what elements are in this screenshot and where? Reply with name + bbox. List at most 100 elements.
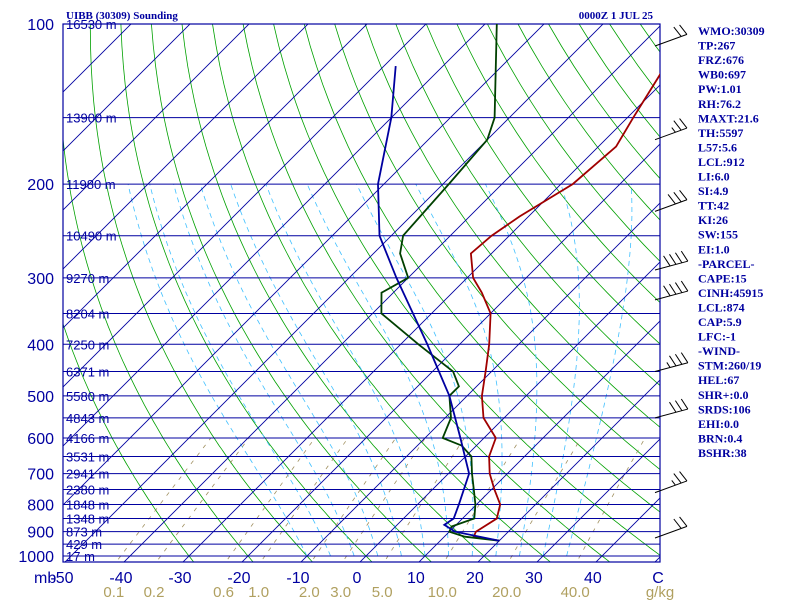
dry-adiabat [425, 24, 660, 345]
wind-barb-flag [674, 353, 683, 365]
mixing-ratio-unit-label: g/kg [646, 584, 674, 600]
wind-barb [654, 189, 688, 212]
temperature-tick-label: -10 [286, 570, 309, 587]
wind-barb-flag [679, 118, 688, 129]
mixing-ratio-line [342, 437, 426, 562]
altitude-label: 13900 m [66, 111, 117, 126]
dry-adiabat [456, 24, 660, 304]
wind-barb [654, 352, 689, 372]
wind-barb-flag [679, 189, 688, 201]
wind-barb-flag [680, 398, 689, 410]
pressure-tick-label: 100 [27, 17, 54, 34]
wind-barb [654, 250, 689, 271]
series-group [377, 24, 660, 542]
mixing-ratio-tick-label: 1.0 [248, 584, 269, 600]
mixing-ratio-tick-label: 0.6 [213, 584, 234, 600]
wind-barb-flag [680, 352, 689, 363]
altitude-label: 17 m [66, 549, 95, 564]
altitude-label: 10490 m [66, 229, 117, 244]
station-title: UIBB (30309) Sounding [66, 10, 178, 22]
sounding-index: SI:4.9 [698, 184, 728, 198]
dry-adiabat [212, 24, 551, 562]
wind-barb-staff [654, 408, 688, 419]
altitude-label: 16530 m [66, 17, 117, 32]
dry-adiabat [762, 24, 800, 567]
dry-adiabat [63, 134, 254, 562]
sounding-index: RH:76.2 [698, 97, 741, 111]
mixing-ratio-tick-label: 0.2 [144, 584, 165, 600]
mixing-ratio-line [225, 437, 316, 562]
wind-barb-flag [669, 254, 677, 265]
temperature-tick-label: 40 [584, 570, 602, 587]
dry-adiabat [395, 24, 660, 386]
moist-adiabat [230, 183, 402, 557]
pressure-tick-label: 200 [27, 177, 54, 194]
pressure-tick-label: 300 [27, 271, 54, 288]
temperature-tick-label: -50 [50, 570, 73, 587]
sounding-index: WB0:697 [698, 68, 746, 82]
isotherm [359, 261, 660, 562]
dry-adiabat [793, 24, 800, 567]
altitude-label: 8204 m [66, 306, 109, 321]
grid-layer [62, 23, 800, 567]
altitude-label: 3531 m [66, 449, 109, 464]
isotherm [123, 25, 660, 562]
parcel-line [377, 66, 500, 542]
series-layer [377, 24, 660, 542]
pressure-tick-label: 700 [27, 467, 54, 484]
altitude-label: 2941 m [66, 467, 109, 482]
sounding-index: FRZ:676 [698, 53, 744, 67]
moist-adiabat [265, 183, 426, 557]
sounding-index: BSHR:38 [698, 446, 747, 460]
mixing-ratio-line [383, 437, 465, 562]
plot-frame [62, 23, 661, 563]
sounding-index: LI:6.0 [698, 170, 730, 184]
altitude-label: 9270 m [66, 271, 109, 286]
moist-adiabat [199, 183, 379, 557]
altitude-label: 2380 m [66, 483, 109, 498]
wind-barb-staff [654, 127, 688, 141]
temperature-line [469, 72, 660, 542]
temperature-tick-label: 0 [352, 570, 361, 587]
wind-barb [654, 280, 689, 301]
mixing-ratio-tick-label: 3.0 [330, 584, 351, 600]
wind-barb [654, 471, 688, 494]
index-panel: WMO:30309TP:267FRZ:676WB0:697PW:1.01RH:7… [698, 24, 765, 460]
altitude-label: 1848 m [66, 497, 109, 512]
temperature-tick-label: -30 [168, 570, 191, 587]
wind-barb-flag [680, 250, 689, 262]
wind-barb-layer [654, 24, 689, 539]
wind-barb [654, 24, 688, 47]
mixing-ratio-tick-label: 2.0 [299, 584, 320, 600]
sounding-index: STM:260/19 [698, 359, 761, 373]
wind-barb-flag [666, 362, 671, 368]
wind-barb-staff [654, 33, 688, 47]
wind-barb-flag [663, 255, 671, 267]
wind-barb-flag [673, 192, 682, 203]
pressure-tick-label: 600 [27, 431, 54, 448]
sounding-index: BRN:0.4 [698, 431, 742, 445]
mixing-ratio-tick-label: 0.1 [103, 584, 124, 600]
wind-barb-flag [674, 400, 683, 411]
wind-barb [654, 516, 688, 539]
dry-adiabat [487, 24, 660, 262]
sounding-index: EI:1.0 [698, 242, 730, 256]
mixing-ratio-line [115, 437, 212, 562]
dry-adiabat [63, 322, 195, 562]
isotherm [63, 24, 368, 329]
altitude-label: 873 m [66, 525, 102, 540]
sounding-index: -WIND- [698, 344, 740, 358]
wind-barb-flag [673, 473, 682, 484]
sounding-datetime: 0000Z 1 JUL 25 [579, 10, 654, 22]
isotherm [63, 24, 250, 211]
mixing-ratio-line [443, 437, 522, 562]
wind-barb-flag [669, 355, 677, 367]
wind-barb-staff [654, 480, 688, 494]
label-layer: UIBB (30309) Sounding 0000Z 1 JUL 25 100… [18, 10, 674, 600]
altitude-label: 7250 m [66, 337, 109, 352]
sounding-index: LFC:-1 [698, 330, 736, 344]
moist-adiabat [173, 183, 355, 557]
pressure-tick-label: 500 [27, 389, 54, 406]
isotherm [63, 24, 545, 506]
